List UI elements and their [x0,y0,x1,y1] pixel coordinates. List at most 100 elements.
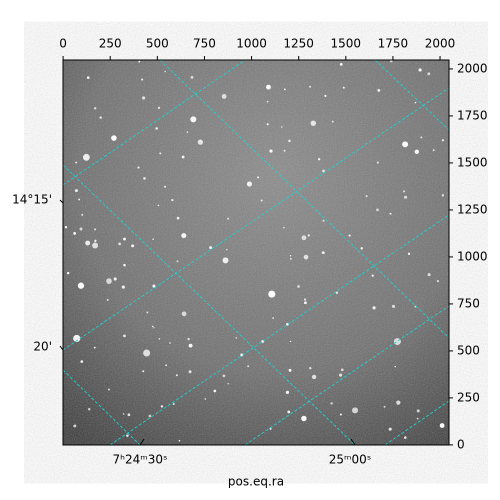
star [213,389,217,393]
grid-line [63,60,246,186]
star [78,198,81,201]
star [131,244,135,248]
star [190,116,197,123]
y-tick-label: 1500 [457,155,488,169]
x-axis-label: pos.eq.ra [228,475,284,489]
star [266,100,269,103]
star [376,161,380,164]
x-tick-label: 1000 [236,37,267,51]
star [152,284,156,288]
star [260,199,263,202]
star [99,116,102,119]
star [204,398,207,400]
star [416,409,420,413]
star [377,89,381,92]
star [414,149,420,155]
star [272,317,275,319]
star [188,370,192,374]
star [106,299,109,301]
star [81,213,84,216]
star [138,60,141,63]
star [351,407,359,414]
star [339,62,343,66]
star [330,402,333,405]
star [123,237,126,241]
star [416,417,419,420]
star [113,277,117,281]
y-tick-label: 2000 [457,61,488,75]
star [324,94,327,97]
star [148,414,152,418]
star [175,374,178,377]
star [92,242,99,249]
star [73,424,77,428]
star [80,360,84,363]
ra-tick [350,438,356,446]
star [118,242,121,246]
star [159,152,162,155]
star [146,311,149,314]
dec-tick [59,345,64,351]
star [266,123,269,126]
star [391,304,396,308]
star [246,181,252,187]
star [157,106,161,110]
grid-line [244,305,449,445]
y-tick-label: 250 [457,390,480,404]
star [281,126,283,128]
star [388,427,392,431]
star [321,251,325,255]
ra-label: 7ʰ24ᵐ30ˢ [113,453,168,467]
stars [64,60,445,442]
star [126,434,129,437]
star [420,136,423,139]
star [137,166,140,169]
star [143,349,151,357]
star [257,176,260,179]
star [176,260,179,263]
grid-line [63,164,356,445]
star [288,139,291,143]
star [176,216,180,220]
star [287,410,291,414]
star [348,234,351,237]
star [360,247,364,250]
star [181,233,187,239]
star [93,346,96,349]
x-tick-label: 1500 [331,37,362,51]
grid-line [63,87,449,351]
star [268,290,276,298]
star [309,366,312,370]
grid-line [384,400,449,445]
star [172,402,175,406]
x-tick-label: 1250 [283,37,314,51]
star [197,139,204,145]
y-tick-label: 750 [457,296,480,310]
star [111,135,117,141]
star [289,255,292,257]
star [339,373,343,377]
star [188,343,193,348]
grid-line [159,60,449,339]
star [283,149,286,152]
coordinate-grid [63,60,449,445]
star [74,189,78,193]
star [178,439,181,442]
star [427,273,431,277]
star [227,383,229,385]
star [85,240,91,246]
star [311,374,317,380]
star [73,231,77,235]
star [106,278,112,284]
star [222,257,229,264]
y-tick-label: 500 [457,343,480,357]
star [77,282,85,289]
star [309,85,312,88]
star [86,76,90,80]
star [142,96,146,100]
star [342,86,345,89]
star [322,169,325,173]
star [396,400,401,405]
star [269,149,273,153]
